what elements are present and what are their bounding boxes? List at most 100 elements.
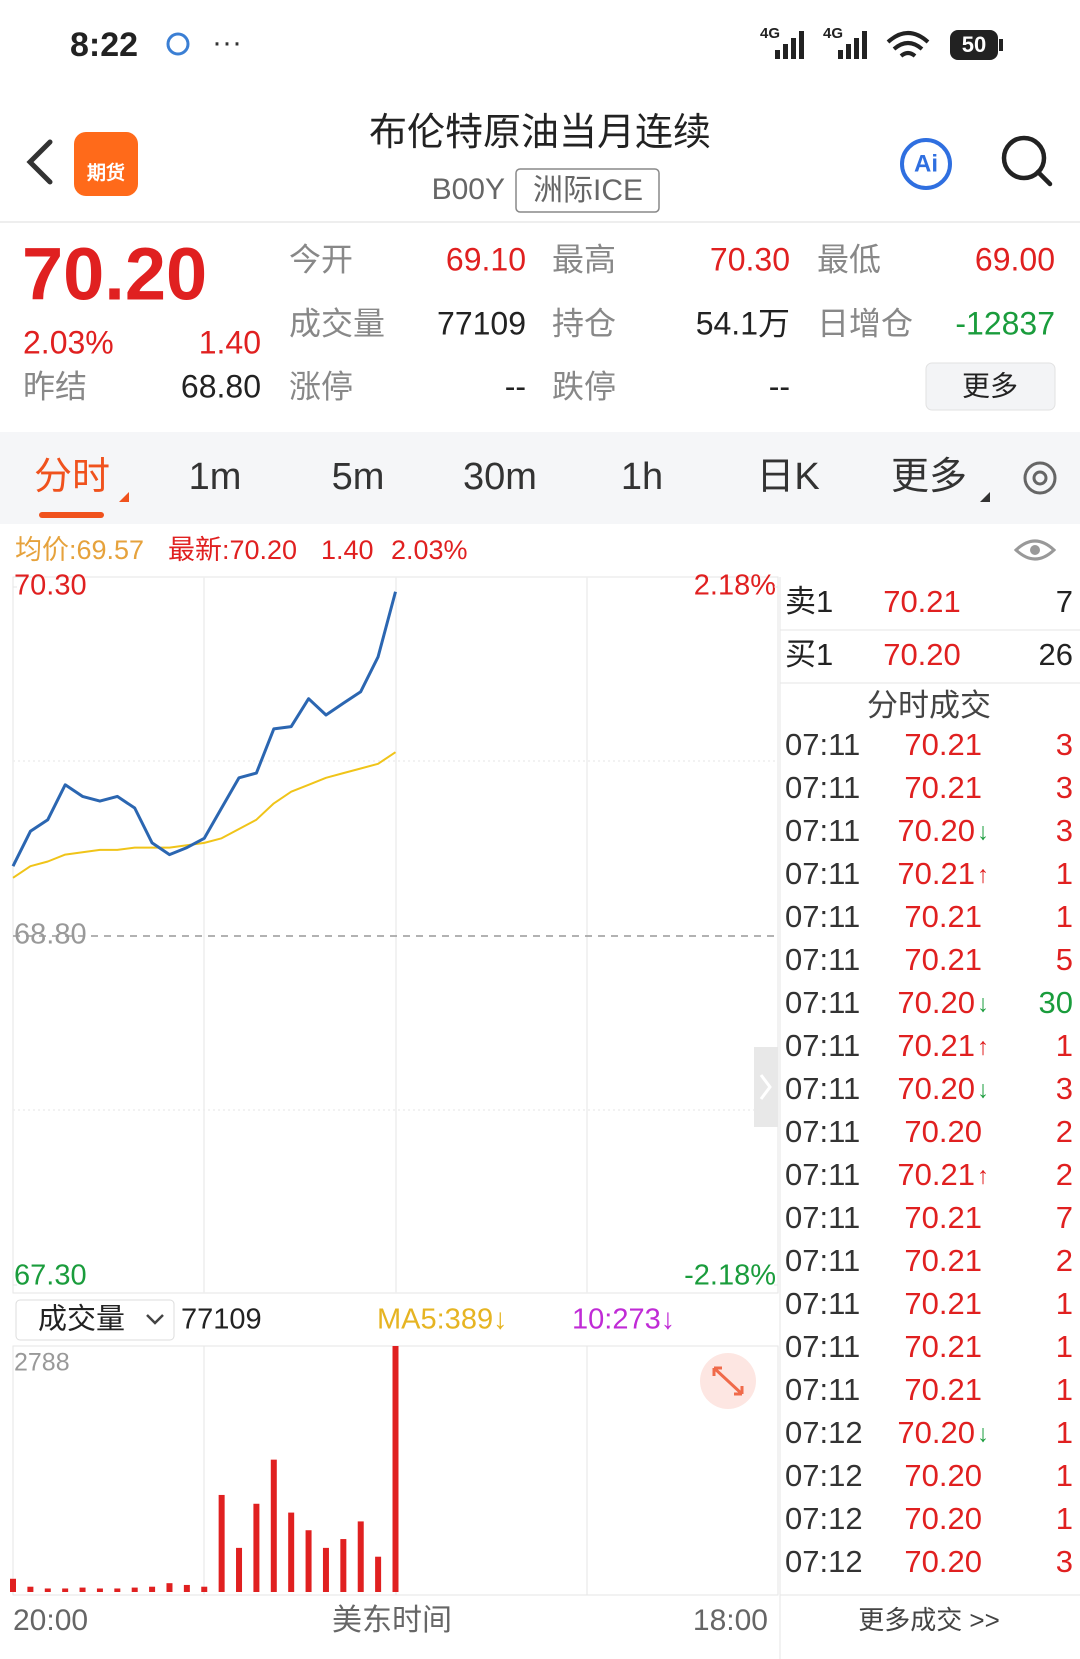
volume-bar xyxy=(183,1584,190,1592)
volume-bar xyxy=(253,1503,260,1592)
trade-time: 07:11 xyxy=(785,727,860,762)
trade-price: 70.21 xyxy=(904,1372,982,1407)
trade-volume: 1 xyxy=(1056,1372,1073,1407)
tab[interactable]: 日K xyxy=(756,456,819,498)
more-trades[interactable]: 更多成交 >> xyxy=(858,1605,1000,1635)
volume-total: 77109 xyxy=(181,1304,262,1336)
trade-volume: 2 xyxy=(1056,1157,1073,1192)
more-button[interactable] xyxy=(925,362,1056,411)
field-label: 日增仓 xyxy=(817,305,913,341)
volume-bar xyxy=(96,1588,103,1592)
field-value: -12837 xyxy=(955,305,1055,341)
trade-volume: 1 xyxy=(1056,899,1073,934)
trade-price: 70.21 xyxy=(897,1028,975,1063)
field-value: 69.10 xyxy=(446,241,526,277)
volume-ma10: 10:273↓ xyxy=(572,1304,675,1336)
exchange-box xyxy=(515,168,660,213)
tab-bar xyxy=(0,432,1080,524)
book-volume: 7 xyxy=(1056,584,1073,619)
search-handle xyxy=(1035,169,1053,187)
legend-avg: 均价:69.57 xyxy=(15,535,144,565)
more-button-label: 更多 xyxy=(962,370,1018,401)
battery-tip xyxy=(999,39,1003,51)
app-logo xyxy=(74,132,138,196)
x-tick-label: 18:00 xyxy=(693,1604,768,1637)
trade-price: 70.21 xyxy=(904,942,982,977)
volume-bar xyxy=(236,1547,243,1592)
volume-bar xyxy=(44,1588,51,1592)
status-icon xyxy=(166,32,190,56)
tab[interactable]: 分时 xyxy=(34,456,110,498)
volume-selector[interactable] xyxy=(15,1299,175,1341)
field-label: 跌停 xyxy=(552,368,616,404)
volume-bar xyxy=(149,1586,156,1592)
trade-time: 07:11 xyxy=(785,1157,860,1192)
wifi-icon xyxy=(886,31,930,58)
trade-time: 07:11 xyxy=(785,813,860,848)
trades-title: 分时成交 xyxy=(867,688,991,723)
change-pct: 2.03% xyxy=(23,324,114,360)
trade-price: 70.21 xyxy=(904,1286,982,1321)
volume-bar xyxy=(201,1586,208,1592)
order-book: 卖1 70.21 7 买1 70.20 26 xyxy=(785,584,1073,672)
field-value: -- xyxy=(769,368,790,404)
volume-bar xyxy=(340,1539,347,1592)
volume-bar xyxy=(114,1588,121,1592)
trade-price: 70.20 xyxy=(897,1415,975,1450)
trade-volume: 7 xyxy=(1056,1200,1073,1235)
tab[interactable]: 1m xyxy=(189,456,242,498)
trade-time: 07:11 xyxy=(785,899,860,934)
signal-bars xyxy=(775,31,867,59)
trade-flag: ↓ xyxy=(977,990,989,1017)
trade-price: 70.20 xyxy=(904,1544,982,1579)
trade-time: 07:11 xyxy=(785,856,860,891)
book-price: 70.20 xyxy=(883,637,961,672)
tab[interactable]: 30m xyxy=(463,456,537,498)
selector-caret xyxy=(146,1314,164,1325)
trade-time: 07:11 xyxy=(785,1114,860,1149)
trade-flag: ↑ xyxy=(977,1162,989,1189)
settings-button[interactable] xyxy=(1023,461,1057,495)
battery-level: 50 xyxy=(962,32,986,57)
volume-bar xyxy=(62,1588,69,1592)
settings-icon xyxy=(1032,470,1048,486)
prev-close-label: 昨结 xyxy=(23,368,87,404)
field-value: 70.30 xyxy=(710,241,790,277)
tab-underline xyxy=(39,512,104,518)
ai-button[interactable] xyxy=(900,138,952,190)
trades: 07:11 70.21 307:11 70.21 307:11 70.20 ↓ 307:11 7… xyxy=(785,727,1073,1579)
search-button[interactable] xyxy=(1001,135,1047,181)
change: 1.40 xyxy=(199,324,261,360)
trade-price: 70.21 xyxy=(897,856,975,891)
tab[interactable]: 1h xyxy=(621,456,663,498)
field-value: 69.00 xyxy=(975,241,1055,277)
prev-close: 68.80 xyxy=(181,368,261,404)
volume-bar xyxy=(392,1346,399,1592)
last-price: 70.20 xyxy=(22,233,207,316)
tab[interactable]: 更多 xyxy=(891,456,967,498)
trade-volume: 3 xyxy=(1056,813,1073,848)
tab[interactable]: 5m xyxy=(332,456,385,498)
trade-flag: ↓ xyxy=(977,1076,989,1103)
volume-bar xyxy=(288,1512,295,1592)
eye-button[interactable] xyxy=(1013,539,1057,561)
logo-label: 期货 xyxy=(87,161,125,184)
trade-volume: 2 xyxy=(1056,1114,1073,1149)
trade-flag: ↑ xyxy=(977,861,989,888)
battery xyxy=(950,30,998,60)
book-volume: 26 xyxy=(1039,637,1073,672)
volume-bar xyxy=(27,1586,34,1592)
trade-time: 07:11 xyxy=(785,1028,860,1063)
trade-price: 70.21 xyxy=(904,770,982,805)
x-tick-label: 20:00 xyxy=(13,1604,88,1637)
volume-bar xyxy=(218,1494,225,1592)
panel-handle[interactable] xyxy=(754,1047,778,1127)
book-price: 70.21 xyxy=(883,584,961,619)
back-button[interactable] xyxy=(26,139,53,185)
trade-price: 70.21 xyxy=(904,1329,982,1364)
y-tick-label: 2788 xyxy=(14,1349,70,1377)
status-dots: ··· xyxy=(212,26,242,59)
